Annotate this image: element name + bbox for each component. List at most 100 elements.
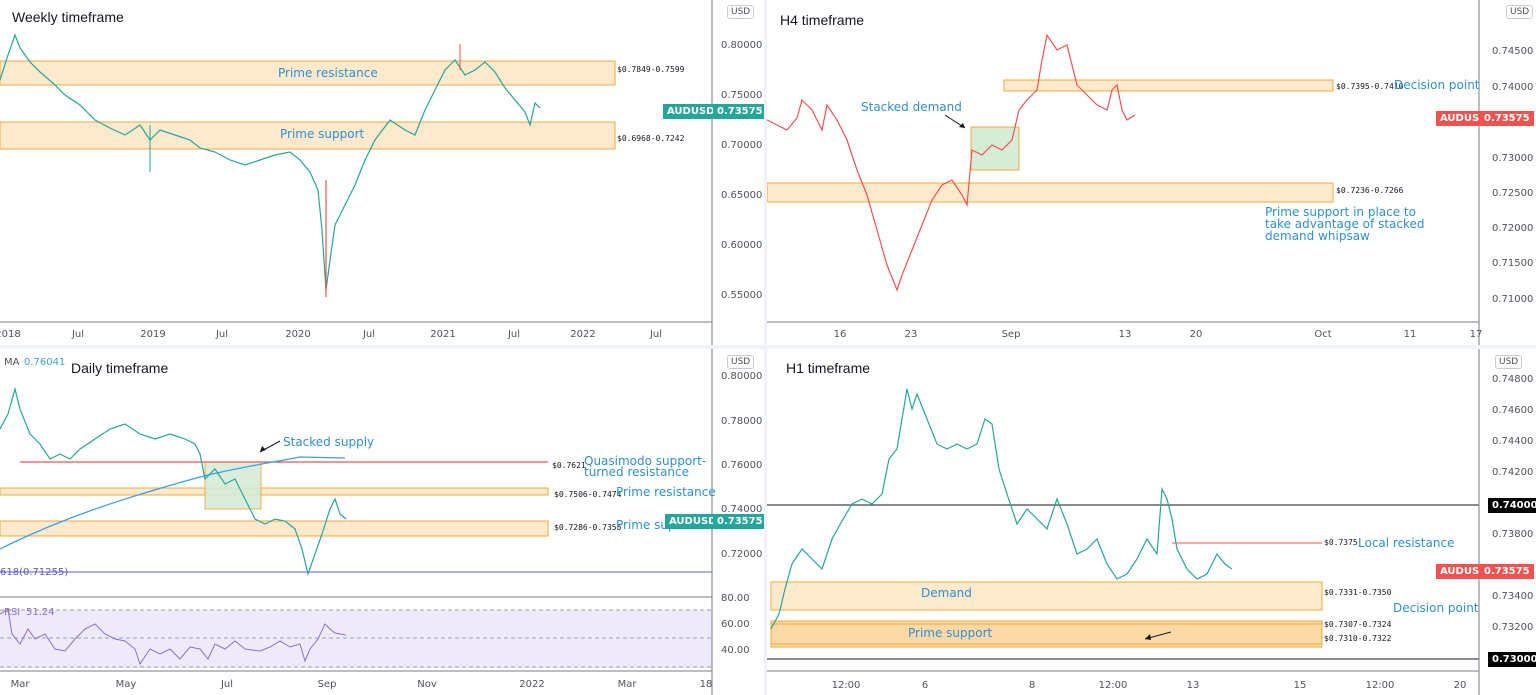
h1-chart-panel[interactable]: H1 timeframe Demand Prime support $0.737…	[767, 349, 1536, 695]
weekly-chart-panel[interactable]: Weekly timeframe Prime resistance Prime …	[0, 0, 764, 345]
demand-zone	[770, 581, 1323, 611]
prime-support-note-3: demand whipsaw	[1265, 229, 1370, 243]
h4-chart-canvas[interactable]	[767, 0, 1536, 345]
symbol-tag: AUDUSD	[1436, 111, 1492, 126]
x-tick: 12:00	[1098, 680, 1128, 691]
fib-label: 618(0.71255)	[0, 567, 69, 578]
x-tick: Sep	[317, 679, 337, 690]
h4-title: H4 timeframe	[780, 12, 865, 28]
rsi-value: 51.24	[26, 607, 55, 618]
x-tick: Oct	[1314, 329, 1332, 340]
local-resistance-label: Local resistance	[1358, 536, 1455, 550]
prime-support-range: $0.7286-0.7355	[554, 523, 622, 532]
x-tick: 12:00	[831, 680, 861, 691]
h4-chart-panel[interactable]: H4 timeframe Stacked demand $0.7395-0.74…	[767, 0, 1536, 345]
prime-support-label: Prime support	[280, 127, 365, 141]
level-0740-tag: 0.74000	[1488, 498, 1536, 513]
stacked-supply-label: Stacked supply	[283, 435, 375, 449]
currency-badge[interactable]: USD	[727, 355, 755, 369]
rsi-tick: 80.00	[721, 593, 750, 604]
prime-resistance-range: $0.7849-0.7599	[617, 65, 685, 74]
x-tick: 13	[1186, 680, 1200, 691]
y-tick: 0.74500	[1492, 46, 1534, 57]
last-price-tag: 0.73575	[713, 104, 764, 119]
y-tick: 0.74000	[721, 504, 763, 515]
y-tick: 0.76000	[721, 460, 763, 471]
last-price-tag: 0.73575	[1480, 564, 1534, 579]
x-tick: Mar	[617, 679, 637, 690]
y-tick: 0.74800	[1492, 374, 1534, 385]
decision-point-zone	[1003, 79, 1334, 92]
x-tick: 2021	[430, 329, 456, 340]
prime-support-zone	[770, 620, 1323, 648]
x-tick: 2020	[285, 329, 311, 340]
prime-resistance-label: Prime resistance	[278, 66, 378, 80]
symbol-tag: AUDUSD	[665, 514, 721, 529]
y-tick: 0.72000	[1492, 223, 1534, 234]
prime-support-range: $0.7236-0.7266	[1336, 186, 1404, 195]
y-tick: 0.72500	[1492, 188, 1534, 199]
h1-chart-canvas[interactable]	[767, 349, 1536, 695]
x-tick: 20	[1189, 329, 1203, 340]
x-tick: May	[115, 679, 137, 690]
x-tick: Sep	[1001, 329, 1021, 340]
daily-chart-canvas[interactable]	[0, 349, 764, 695]
prime-support-note-2: take advantage of stacked	[1265, 217, 1425, 231]
rsi-tick: 40.00	[721, 645, 750, 656]
prime-support-label: Prime sup	[616, 518, 676, 532]
y-tick: 0.75000	[721, 90, 763, 101]
h1-title: H1 timeframe	[786, 360, 871, 376]
quasimodo-note-2: turned resistance	[584, 465, 689, 479]
y-tick: 0.60000	[721, 240, 763, 251]
daily-chart-panel[interactable]: MA 0.76041 Daily timeframe Stacked suppl…	[0, 349, 764, 695]
decision-point-range: $0.7395-0.7410	[1336, 82, 1404, 91]
local-resistance-value: $0.7375	[1324, 538, 1358, 547]
y-tick: 0.70000	[721, 140, 763, 151]
x-tick: 2018	[0, 329, 21, 340]
prime-resistance-range: $0.7506-0.7474	[554, 490, 622, 499]
prime-resistance-label: Prime resistance	[616, 485, 716, 499]
x-tick: Jul	[507, 329, 521, 340]
x-tick: 15	[1293, 680, 1307, 691]
currency-badge[interactable]: USD	[727, 5, 755, 19]
y-tick: 0.71500	[1492, 258, 1534, 269]
stacked-demand-label: Stacked demand	[861, 100, 962, 114]
x-tick: 20	[1453, 680, 1467, 691]
x-tick: 16	[833, 329, 847, 340]
x-tick: 13	[1118, 329, 1132, 340]
prime-support-label: Prime support	[908, 626, 993, 640]
x-tick: 2022	[570, 329, 596, 340]
currency-badge[interactable]: USD	[1506, 5, 1534, 19]
demand-range: $0.7331-0.7350	[1324, 588, 1392, 597]
y-tick: 0.74000	[1492, 82, 1534, 93]
x-tick: Mar	[10, 679, 30, 690]
ma-label: MA	[4, 357, 20, 368]
symbol-tag: AUDUSD	[663, 104, 719, 119]
y-tick: 0.74200	[1492, 467, 1534, 478]
y-tick: 0.80000	[721, 371, 763, 382]
x-tick: 12:00	[1365, 680, 1395, 691]
rsi-label: RSI	[4, 607, 21, 618]
prime-support-zone	[0, 520, 549, 537]
last-price-tag: 0.73575	[1480, 111, 1534, 126]
prime-support-note-1: Prime support in place to	[1265, 205, 1416, 219]
prime-support-range-a: $0.7307-0.7324	[1324, 620, 1392, 629]
decision-point-label: Decision point	[1393, 601, 1479, 615]
rsi-tick: 60.00	[721, 619, 750, 630]
x-tick: 18	[699, 679, 713, 690]
x-tick: Jul	[71, 329, 85, 340]
symbol-tag: AUDUSD	[1436, 564, 1492, 579]
currency-badge[interactable]: USD	[1495, 355, 1523, 369]
prime-resistance-zone	[0, 60, 616, 86]
decision-point-label: Decision point	[1394, 78, 1480, 92]
demand-label: Demand	[921, 586, 972, 600]
y-tick: 0.78000	[721, 416, 763, 427]
weekly-title: Weekly timeframe	[12, 9, 124, 25]
y-tick: 0.72000	[721, 549, 763, 560]
y-tick: 0.73800	[1492, 529, 1534, 540]
quasimodo-note-1: Quasimodo support-	[584, 454, 707, 468]
weekly-chart-canvas[interactable]	[0, 0, 764, 345]
y-tick: 0.73200	[1492, 622, 1534, 633]
quasimodo-level-value: $0.7621	[552, 461, 586, 470]
x-tick: Jul	[220, 679, 234, 690]
